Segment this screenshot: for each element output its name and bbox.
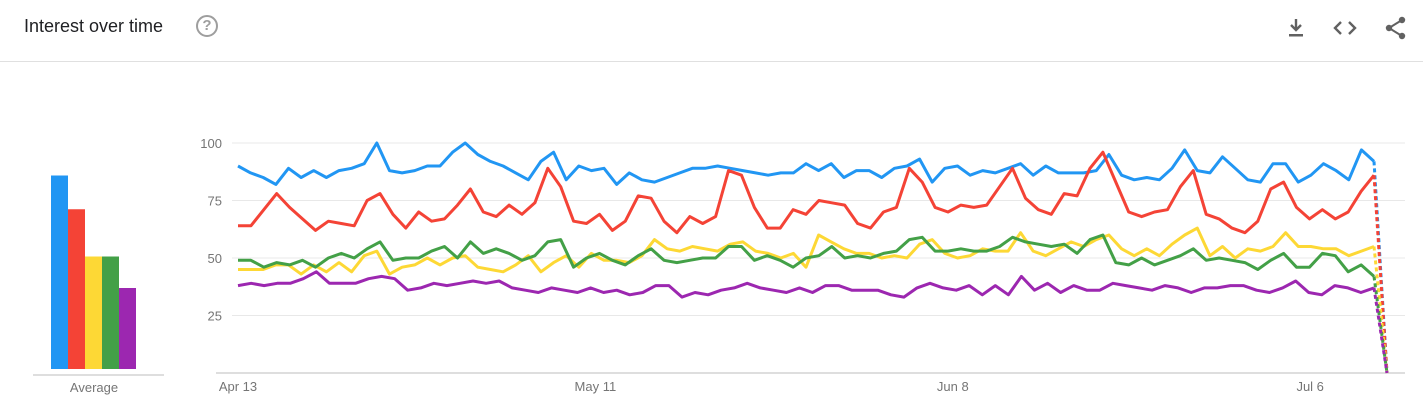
y-tick-label-75: 75 — [208, 194, 222, 209]
y-tick-label-100: 100 — [200, 136, 222, 151]
y-tick-label-25: 25 — [208, 309, 222, 324]
average-bar-5[interactable] — [119, 288, 136, 369]
help-icon[interactable]: ? — [196, 15, 218, 37]
series-line-3[interactable] — [238, 226, 1375, 276]
series-partial-line-5 — [1372, 287, 1389, 374]
series-partial-line-2 — [1372, 175, 1389, 374]
download-icon[interactable] — [1282, 14, 1310, 42]
average-bar-1[interactable] — [51, 175, 68, 370]
average-bar-2[interactable] — [68, 209, 85, 369]
average-bar-4[interactable] — [102, 256, 119, 370]
chart-title: Interest over time — [24, 16, 164, 36]
series-partial-line-4 — [1372, 276, 1389, 374]
x-tick-label-4: Jul 6 — [1296, 379, 1323, 394]
chart-header: Interest over time ? — [0, 0, 1423, 62]
y-tick-label-50: 50 — [208, 251, 222, 266]
x-tick-label-1: Apr 13 — [219, 379, 257, 394]
share-icon[interactable] — [1382, 14, 1410, 42]
series-line-2[interactable] — [238, 150, 1376, 235]
series-line-4[interactable] — [238, 233, 1375, 278]
series-line-1[interactable] — [237, 141, 1376, 186]
average-label: Average — [70, 380, 118, 395]
average-bar-3[interactable] — [85, 256, 102, 370]
series-line-5[interactable] — [237, 270, 1375, 299]
average-bar-chart: Average — [33, 175, 164, 395]
x-tick-label-3: Jun 8 — [937, 379, 969, 394]
embed-icon[interactable] — [1331, 14, 1359, 42]
x-tick-label-2: May 11 — [575, 379, 617, 394]
interest-line-chart: 25 50 75 100 Apr 13 May 11 Jun 8 Jul 6 — [200, 136, 1405, 394]
